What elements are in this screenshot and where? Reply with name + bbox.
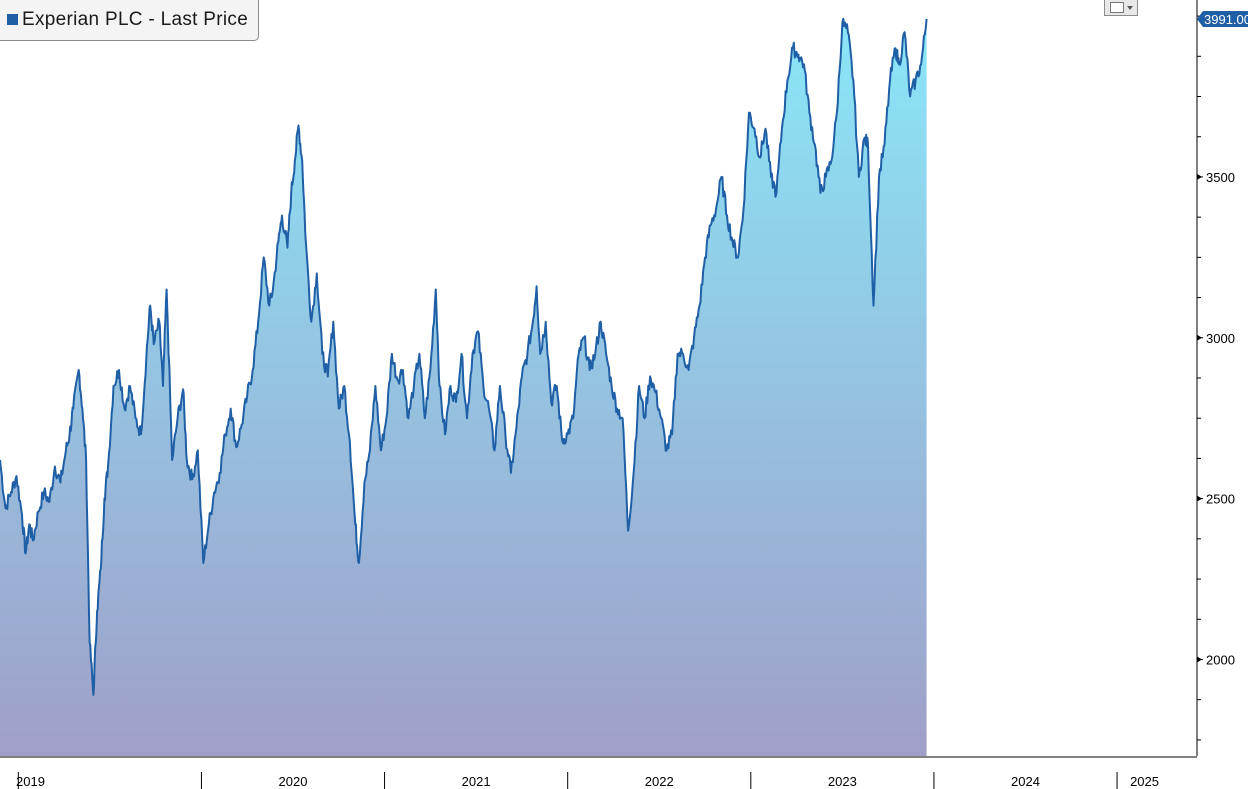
y-tick-marker [1197,495,1202,502]
x-year-label: 2022 [645,774,674,789]
last-value-label: 3991.00 [1204,12,1248,27]
x-year-label: 2019 [16,774,45,789]
y-tick-marker [1197,656,1202,663]
y-tick-marker [1197,334,1202,341]
chart-title: Experian PLC - Last Price [22,8,249,30]
line-chart-icon [1109,2,1124,13]
y-tick-label: 3500 [1206,170,1235,185]
chart-type-button[interactable] [1104,0,1138,16]
last-value-tag: 3991.00 [1197,10,1248,27]
y-axis-ticks: 2000 2500 3000 3500 [1197,15,1235,741]
x-year-label: 2023 [828,774,857,789]
y-tick-label: 2500 [1206,492,1235,507]
y-tick-label: 3000 [1206,331,1235,346]
legend-swatch [7,14,18,25]
last-value-tag-shape [1197,10,1248,27]
price-series-line [0,17,928,696]
x-year-label: 2025 [1130,774,1159,789]
legend: Experian PLC - Last Price [0,0,260,41]
y-tick-label: 2000 [1206,652,1235,667]
y-tick-marker [1197,173,1202,180]
x-axis-year-labels: 2019 2020 2021 2022 2023 2024 2025 [16,772,1159,789]
x-year-label: 2024 [1011,774,1040,789]
x-year-label: 2021 [462,774,491,789]
chevron-down-icon [1126,5,1133,10]
x-year-label: 2020 [279,774,308,789]
